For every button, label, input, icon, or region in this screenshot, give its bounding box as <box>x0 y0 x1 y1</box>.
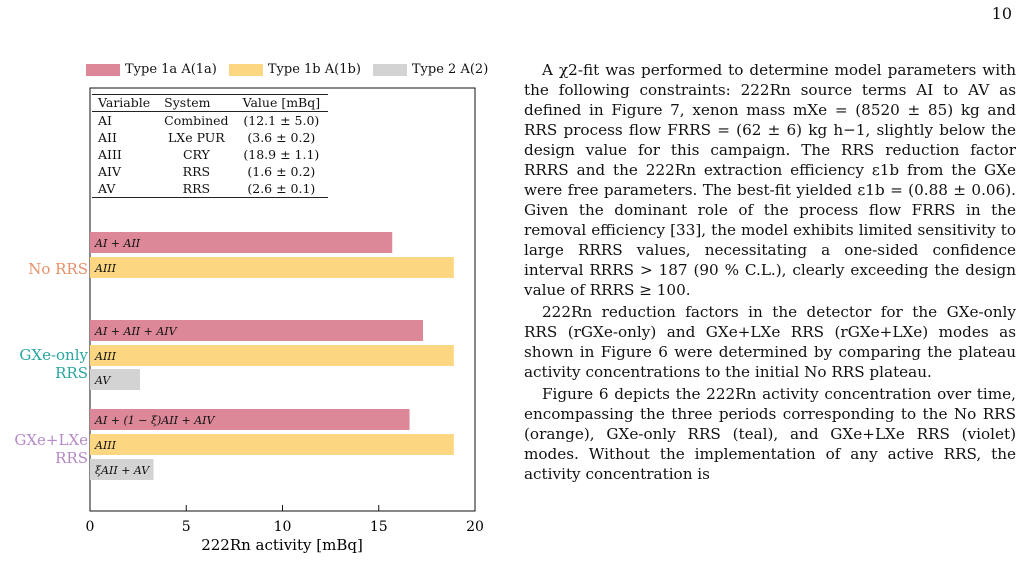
x-axis-label: 222Rn activity [mBq] <box>201 536 363 554</box>
group-label-no-rrs: No RRS <box>28 260 88 278</box>
bar <box>90 320 424 341</box>
group-label-gxe-lxe-rrs: GXe+LXe RRS <box>14 431 88 467</box>
bar <box>90 459 154 480</box>
x-tick-label: 10 <box>274 519 292 535</box>
legend-label-type1a: Type 1a A(1a) <box>125 62 217 77</box>
bar-label: ξAII + AV <box>95 464 150 477</box>
activity-bar-chart: AI + AII AIII AI + AII + AIV AIII AV AI + (1 … <box>86 87 484 554</box>
table-cell: AII <box>98 130 117 145</box>
table-cell: AIV <box>98 164 121 179</box>
legend-item-type1b: Type 1b A(1b) <box>228 62 361 77</box>
page-number: 10 <box>991 4 1012 23</box>
table-header: Value [mBq] <box>236 94 329 112</box>
bar <box>90 345 454 366</box>
table-row: AV RRS (2.6 ± 0.1) <box>92 180 329 198</box>
bar-label: AI + (1 − ξ)AII + AIV <box>94 414 215 427</box>
paragraph-1: A χ2-fit was performed to determine mode… <box>524 61 1016 299</box>
table-cell: AV <box>92 180 159 198</box>
bar-label: AIII <box>94 439 117 452</box>
table-row: AIII CRY (18.9 ± 1.1) <box>92 146 328 163</box>
bar <box>90 369 141 390</box>
bar <box>90 232 393 253</box>
table-cell: (18.9 ± 1.1) <box>243 147 320 162</box>
table-header: System <box>158 94 237 112</box>
legend-item-type1a: Type 1a A(1a) <box>86 62 217 77</box>
legend-swatch-type1b <box>228 63 263 76</box>
bar <box>90 257 454 278</box>
table-cell: (3.6 ± 0.2) <box>247 130 316 145</box>
x-tick-label: 0 <box>86 519 95 535</box>
table-cell: RRS <box>182 164 211 179</box>
table-cell: AI <box>98 113 112 128</box>
table-row: AII LXe PUR (3.6 ± 0.2) <box>92 129 328 146</box>
table-cell: RRS <box>158 180 237 198</box>
table-cell: (1.6 ± 0.2) <box>247 164 316 179</box>
bar-label: AIII <box>94 350 117 363</box>
table-cell: (2.6 ± 0.1) <box>236 180 329 198</box>
table-header-row: Variable System Value [mBq] <box>92 94 329 112</box>
table-row: AIV RRS (1.6 ± 0.2) <box>92 163 328 180</box>
bar-label: AI + AII <box>94 237 141 250</box>
bar-label: AV <box>94 374 111 387</box>
x-tick-label: 20 <box>466 519 484 535</box>
x-tick-label: 5 <box>182 519 191 535</box>
legend-swatch-type2 <box>372 63 407 76</box>
table-header: Variable <box>92 94 159 112</box>
table-row: AI Combined (12.1 ± 5.0) <box>92 112 328 130</box>
table-cell: CRY <box>182 147 210 162</box>
table-cell: LXe PUR <box>168 130 225 145</box>
table-cell: Combined <box>164 113 229 128</box>
paragraph-3: Figure 6 depicts the 222Rn activity conc… <box>524 385 1016 483</box>
legend-item-type2: Type 2 A(2) <box>372 62 489 77</box>
bar <box>90 434 454 455</box>
group-label-gxe-only-rrs: GXe-only RRS <box>19 346 88 382</box>
table-cell: (12.1 ± 5.0) <box>243 113 320 128</box>
chart-legend: Type 1a A(1a) Type 1b A(1b) Type 2 A(2) <box>86 62 500 77</box>
legend-swatch-type1a <box>86 63 120 76</box>
bar <box>90 409 410 430</box>
bar-label: AIII <box>94 262 117 275</box>
bar-label: AI + AII + AIV <box>94 325 178 338</box>
legend-label-type2: Type 2 A(2) <box>411 62 489 77</box>
legend-label-type1b: Type 1b A(1b) <box>267 62 361 77</box>
x-tick-label: 15 <box>370 519 388 535</box>
body-text: A χ2-fit was performed to determine mode… <box>524 60 1016 486</box>
variable-table: Variable System Value [mBq] AI Combined (1… <box>92 94 329 198</box>
table-cell: AIII <box>98 147 122 162</box>
paragraph-2: 222Rn reduction factors in the detector … <box>524 303 1016 381</box>
